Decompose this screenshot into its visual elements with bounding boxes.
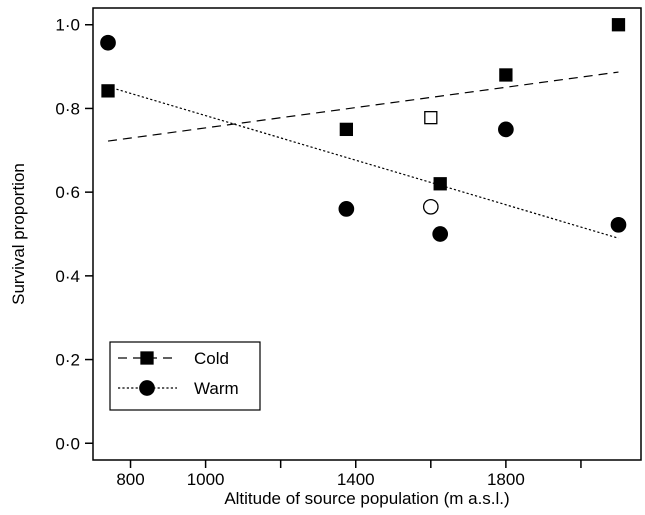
data-point-cold: [101, 84, 115, 98]
legend-items: Cold Warm: [118, 349, 239, 398]
trend-lines: [107, 71, 619, 239]
y-axis-ticks: 0·0 0·2 0·4 0·6 0·8 1·0: [55, 16, 93, 453]
data-point-warm: [432, 226, 449, 242]
y-axis-label: Survival proportion: [9, 163, 28, 305]
y-tick-label: 0·6: [55, 183, 80, 202]
x-axis-label: Altitude of source population (m a.s.l.): [224, 489, 509, 508]
data-points: [100, 18, 627, 242]
y-tick-label: 0·0: [55, 434, 80, 453]
data-point-warm: [610, 216, 627, 233]
data-point-cold: [339, 122, 354, 137]
x-tick-label: 800: [116, 470, 144, 489]
legend-label-warm: Warm: [194, 379, 239, 398]
data-point-warm: [422, 198, 439, 215]
legend-box: [109, 341, 261, 411]
x-tick-label: 1000: [187, 470, 225, 489]
legend: Cold Warm: [109, 341, 261, 411]
data-point-cold: [611, 18, 626, 32]
trend-line-warm: [107, 86, 619, 239]
y-tick-label: 1·0: [55, 16, 80, 35]
legend-label-cold: Cold: [194, 349, 229, 368]
trend-line-cold: [107, 71, 619, 142]
data-point-warm: [338, 201, 355, 217]
data-point-cold: [433, 177, 447, 191]
plot-frame: [92, 7, 642, 461]
data-point-cold: [499, 68, 513, 82]
legend-marker-cold: [140, 351, 154, 365]
y-tick-label: 0·8: [55, 99, 80, 118]
y-tick-label: 0·4: [55, 267, 80, 286]
x-tick-label: 1800: [487, 470, 525, 489]
y-tick-label: 0·2: [55, 351, 80, 370]
legend-marker-warm: [139, 380, 155, 396]
data-point-cold: [424, 111, 438, 125]
data-point-warm: [498, 121, 514, 138]
x-tick-label: 1400: [337, 470, 375, 489]
x-axis-ticks: 800 1000 1400 1800: [116, 460, 582, 489]
data-point-warm: [100, 34, 116, 51]
